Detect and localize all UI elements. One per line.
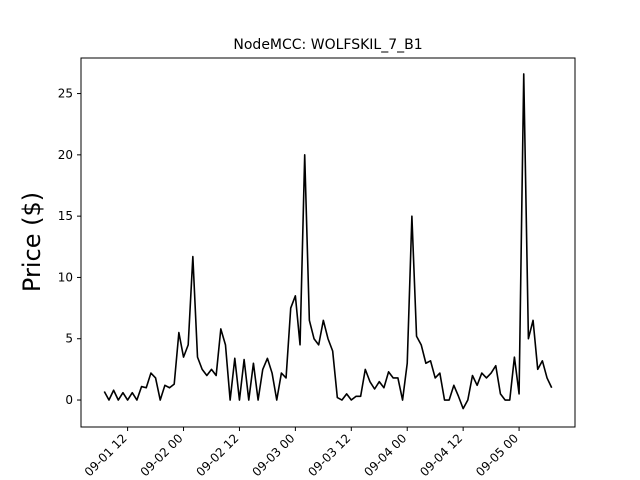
x-tick-label: 09-01 12 (82, 431, 130, 479)
y-tick-label: 5 (65, 332, 73, 346)
y-tick-label: 10 (58, 270, 73, 284)
x-tick-label: 09-02 12 (194, 431, 242, 479)
chart-title: NodeMCC: WOLFSKIL_7_B1 (233, 37, 422, 53)
x-tick-label: 09-04 12 (417, 431, 465, 479)
x-tick-label: 09-03 12 (305, 431, 353, 479)
y-axis-label: Price ($) (18, 192, 46, 292)
y-tick-label: 20 (58, 148, 73, 162)
x-tick-label: 09-03 00 (249, 431, 297, 479)
y-tick-label: 0 (65, 393, 73, 407)
x-tick-label: 09-02 00 (138, 431, 186, 479)
plot-frame (80, 57, 576, 428)
x-tick-label: 09-04 00 (361, 431, 409, 479)
x-tick-label: 09-05 00 (473, 431, 521, 479)
y-tick-label: 15 (58, 209, 73, 223)
y-tick-label: 25 (58, 87, 73, 101)
price-line (103, 73, 553, 410)
